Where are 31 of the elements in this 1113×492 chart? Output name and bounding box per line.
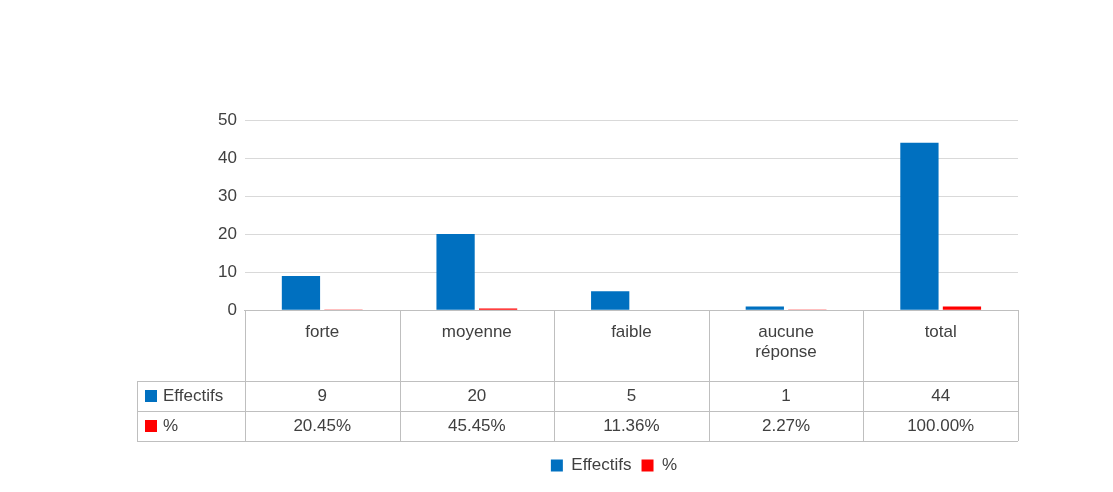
data-label: 11.36%	[603, 415, 660, 435]
data-label: 100.00%	[907, 415, 975, 435]
data-label: 44	[931, 385, 951, 405]
data-label: 20	[467, 385, 487, 405]
y-tick-label: 40	[217, 147, 237, 167]
y-tick-label: 0	[227, 299, 237, 319]
text: %	[163, 415, 179, 435]
bar	[942, 306, 982, 310]
bar	[281, 275, 321, 310]
x-tick-label: forte	[305, 322, 340, 342]
legend-label: %	[662, 455, 678, 475]
y-tick-label: 30	[217, 185, 237, 205]
y-tick-label: 10	[217, 261, 237, 281]
x-tick-label: total	[924, 322, 957, 342]
data-label: 45.45%	[448, 415, 506, 435]
x-tick-label: moyenne	[441, 322, 512, 342]
x-tick-label: faible	[611, 322, 652, 342]
legend-label: Effectifs	[163, 385, 224, 405]
bar	[900, 142, 939, 310]
bar	[436, 234, 475, 310]
text: Effectifs	[571, 455, 632, 475]
y-tick-label: 20	[217, 223, 237, 243]
data-label: 9	[317, 385, 327, 405]
data-label: 20.45%	[293, 415, 352, 435]
bar	[745, 306, 784, 310]
data-label: 2.27%	[761, 415, 811, 435]
bar	[591, 291, 630, 310]
data-label: 5	[626, 385, 637, 405]
data-label: 1	[781, 385, 791, 405]
x-tick-label: aucune réponse	[755, 322, 817, 362]
y-tick-label: 50	[217, 109, 237, 129]
